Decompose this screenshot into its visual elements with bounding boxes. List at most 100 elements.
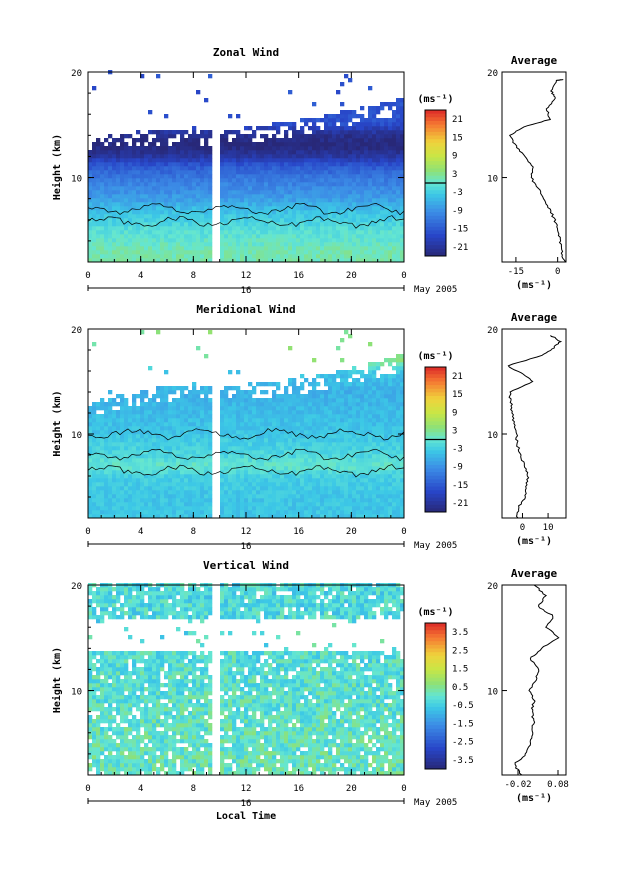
heatmap-cell	[312, 486, 317, 491]
heatmap-cell	[316, 186, 321, 191]
heatmap-cell	[148, 414, 153, 419]
heatmap-cell	[392, 206, 397, 211]
heatmap-cell	[248, 150, 253, 155]
heatmap-cell	[236, 502, 241, 507]
heatmap-cell	[268, 410, 273, 415]
heatmap-cell	[184, 386, 189, 391]
heatmap-cell	[128, 494, 133, 499]
heatmap-cell	[144, 162, 149, 167]
heatmap-cell	[132, 426, 137, 431]
heatmap-cell	[264, 454, 269, 459]
heatmap-cell	[172, 254, 177, 259]
heatmap-cell	[240, 482, 245, 487]
heatmap-cell	[260, 250, 265, 255]
heatmap-cell	[172, 386, 177, 391]
heatmap-cell	[164, 430, 169, 435]
heatmap-cell	[164, 434, 169, 439]
heatmap-cell	[148, 514, 153, 519]
heatmap-cell	[392, 114, 397, 119]
heatmap-cell	[352, 514, 357, 519]
heatmap-cell	[340, 446, 345, 451]
heatmap-cell	[188, 222, 193, 227]
heatmap-cell	[276, 450, 281, 455]
heatmap-cell	[340, 454, 345, 459]
heatmap-cell	[100, 398, 105, 403]
heatmap-cell	[304, 158, 309, 163]
heatmap-cell	[340, 150, 345, 155]
heatmap-cell	[332, 114, 337, 119]
heatmap-cell	[208, 506, 213, 511]
heatmap-cell	[104, 450, 109, 455]
heatmap-cell	[160, 130, 165, 135]
heatmap-cell	[328, 178, 333, 183]
heatmap-cell	[108, 230, 113, 235]
heatmap-cell	[384, 118, 389, 123]
heatmap-cell	[240, 438, 245, 443]
heatmap-cell	[180, 170, 185, 175]
heatmap-cell	[208, 214, 213, 219]
heatmap-cell	[252, 218, 257, 223]
heatmap-cell	[124, 410, 129, 415]
heatmap-cell	[104, 506, 109, 511]
heatmap-cell	[288, 210, 293, 215]
heatmap-cell	[252, 482, 257, 487]
heatmap-cell	[92, 222, 97, 227]
heatmap-cell	[260, 214, 265, 219]
heatmap-cell	[360, 398, 365, 403]
heatmap-cell	[156, 210, 161, 215]
heatmap-cell	[300, 502, 305, 507]
heatmap-cell	[336, 174, 341, 179]
heatmap-cell	[308, 510, 313, 515]
heatmap-cell	[188, 490, 193, 495]
heatmap-cell	[100, 214, 105, 219]
heatmap-cell	[360, 174, 365, 179]
heatmap-cell	[344, 190, 349, 195]
heatmap-cell	[148, 178, 153, 183]
heatmap-cell	[388, 238, 393, 243]
heatmap-cell	[204, 494, 209, 499]
heatmap-cell	[300, 382, 305, 387]
heatmap-cell	[148, 474, 153, 479]
heatmap-cell	[88, 414, 93, 419]
heatmap-cell	[100, 166, 105, 171]
heatmap-cell	[164, 182, 169, 187]
colorbar-segment	[425, 172, 446, 177]
heatmap-cell	[160, 154, 165, 159]
heatmap-cell	[144, 506, 149, 511]
heatmap-cell	[368, 230, 373, 235]
heatmap-cell	[272, 398, 277, 403]
heatmap-cell	[116, 154, 121, 159]
heatmap-cell	[368, 414, 373, 419]
heatmap-cell	[400, 98, 405, 103]
heatmap-cell	[204, 206, 209, 211]
heatmap-cell	[344, 330, 349, 335]
heatmap-cell	[324, 418, 329, 423]
heatmap-cell	[188, 138, 193, 143]
heatmap-cell	[232, 494, 237, 499]
heatmap-cell	[300, 398, 305, 403]
heatmap-cell	[276, 130, 281, 135]
heatmap-cell	[356, 250, 361, 255]
heatmap-cell	[160, 174, 165, 179]
heatmap-cell	[168, 490, 173, 495]
heatmap-cell	[140, 458, 145, 463]
heatmap-cell	[324, 434, 329, 439]
heatmap-cell	[232, 406, 237, 411]
heatmap-cell	[320, 202, 325, 207]
heatmap-cell	[352, 258, 357, 263]
heatmap-cell	[204, 162, 209, 167]
heatmap-cell	[248, 506, 253, 511]
heatmap-cell	[208, 246, 213, 251]
heatmap-cell	[256, 430, 261, 435]
heatmap-cell	[92, 202, 97, 207]
heatmap-cell	[328, 118, 333, 123]
heatmap-cell	[248, 214, 253, 219]
heatmap-cell	[348, 222, 353, 227]
heatmap-cell	[372, 142, 377, 147]
heatmap-cell	[160, 218, 165, 223]
heatmap-cell	[220, 174, 225, 179]
heatmap-cell	[284, 486, 289, 491]
heatmap-cell	[304, 442, 309, 447]
heatmap-cell	[164, 406, 169, 411]
heatmap-cell	[196, 142, 201, 147]
